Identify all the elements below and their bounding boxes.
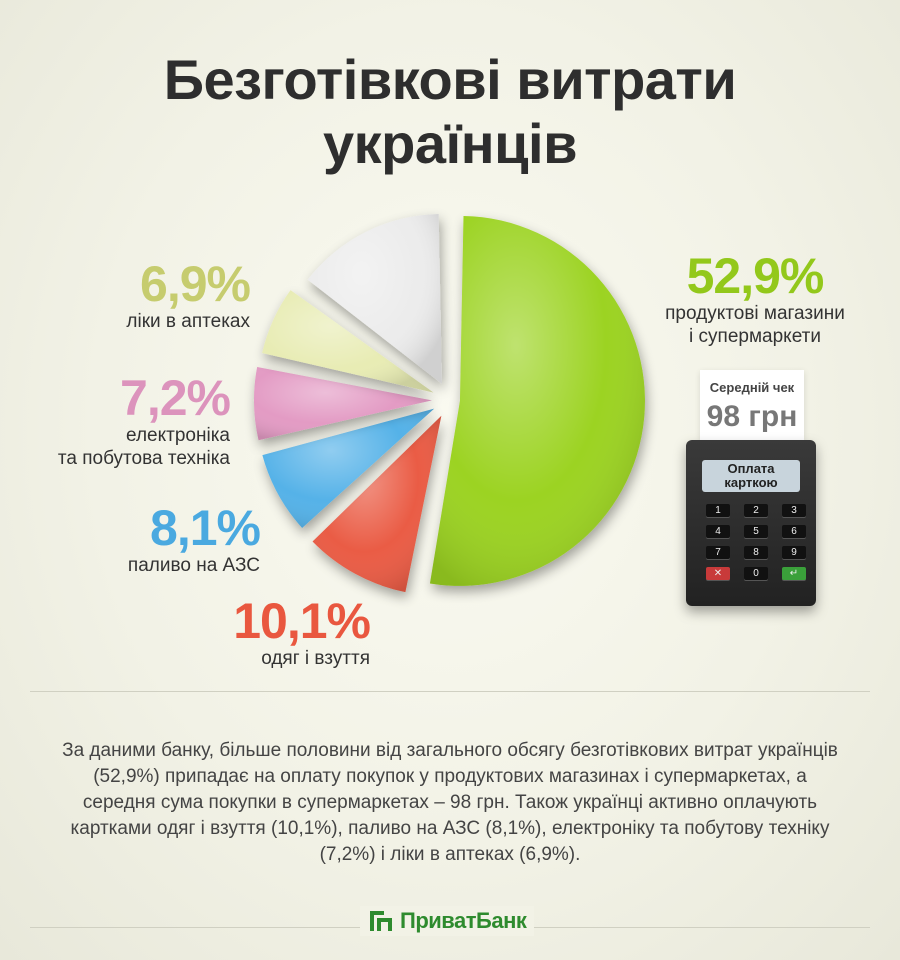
slice-pharmacy-highlight xyxy=(262,290,434,393)
label-groceries-line1: продуктові магазини xyxy=(665,303,845,324)
page-title: Безготівкові витрати українців xyxy=(0,48,900,176)
label-electronics-line2: та побутова техніка xyxy=(57,448,230,469)
terminal-key: 7 xyxy=(706,546,730,559)
terminal-key: 3 xyxy=(782,504,806,517)
label-pharmacy-pct: 6,9% xyxy=(140,256,251,312)
terminal-key: 4 xyxy=(706,525,730,538)
divider-top xyxy=(30,691,870,692)
label-electronics-pct: 7,2% xyxy=(120,370,231,426)
terminal-key: 2 xyxy=(744,504,768,517)
label-pharmacy-line1: ліки в аптеках xyxy=(126,311,250,332)
terminal-screen: Оплата карткою xyxy=(702,460,800,492)
label-electronics-line1: електроніка xyxy=(126,425,230,446)
terminal-key: 8 xyxy=(744,546,768,559)
pie-chart xyxy=(254,213,645,593)
slice-fuel-highlight xyxy=(262,408,435,528)
label-clothes-pct: 10,1% xyxy=(233,593,371,649)
brand-logo: ПриватБанк xyxy=(360,906,535,936)
slice-groceries-highlight xyxy=(429,215,645,586)
label-clothes: 10,1% одяг і взуття xyxy=(160,593,371,670)
terminal-screen-line2: карткою xyxy=(724,475,778,490)
terminal-key: 6 xyxy=(782,525,806,538)
label-electronics: 7,2% електроніка та побутова техніка xyxy=(20,370,231,470)
label-groceries-line2: і супермаркети xyxy=(689,326,821,347)
label-fuel-line1: паливо на АЗС xyxy=(127,555,260,576)
terminal-cancel-key: ✕ xyxy=(706,567,730,580)
privatbank-logo-icon xyxy=(370,911,392,931)
terminal-key: 9 xyxy=(782,546,806,559)
label-pharmacy: 6,9% ліки в аптеках xyxy=(40,256,251,333)
label-groceries-pct: 52,9% xyxy=(686,248,825,304)
receipt-title: Середній чек xyxy=(709,380,795,395)
slice-electronics-highlight xyxy=(254,367,433,441)
label-fuel: 8,1% паливо на АЗС xyxy=(50,500,261,577)
label-groceries: 52,9% продуктові магазини і супермаркети xyxy=(650,250,860,348)
receipt-amount: 98 грн xyxy=(706,400,798,433)
slice-other-highlight xyxy=(307,213,442,384)
title-line-1: Безготівкові витрати xyxy=(163,48,737,111)
slice-clothes-highlight xyxy=(312,415,442,593)
receipt: Середній чек 98 грн xyxy=(700,370,804,440)
label-clothes-line1: одяг і взуття xyxy=(261,648,370,669)
description-text: За даними банку, більше половини від заг… xyxy=(62,740,838,865)
card-terminal: Оплата карткою 1 2 3 4 5 6 7 8 9 ✕ 0 ↵ xyxy=(686,440,816,606)
terminal-screen-line1: Оплата xyxy=(727,461,775,476)
label-fuel-pct: 8,1% xyxy=(150,500,261,556)
title-line-2: українців xyxy=(322,112,578,175)
terminal-key: 5 xyxy=(744,525,768,538)
brand-name: ПриватБанк xyxy=(400,908,527,933)
terminal-enter-key: ↵ xyxy=(782,567,806,580)
terminal-key: 0 xyxy=(744,567,768,580)
terminal-keypad: 1 2 3 4 5 6 7 8 9 ✕ 0 ↵ xyxy=(706,504,806,580)
terminal-key: 1 xyxy=(706,504,730,517)
